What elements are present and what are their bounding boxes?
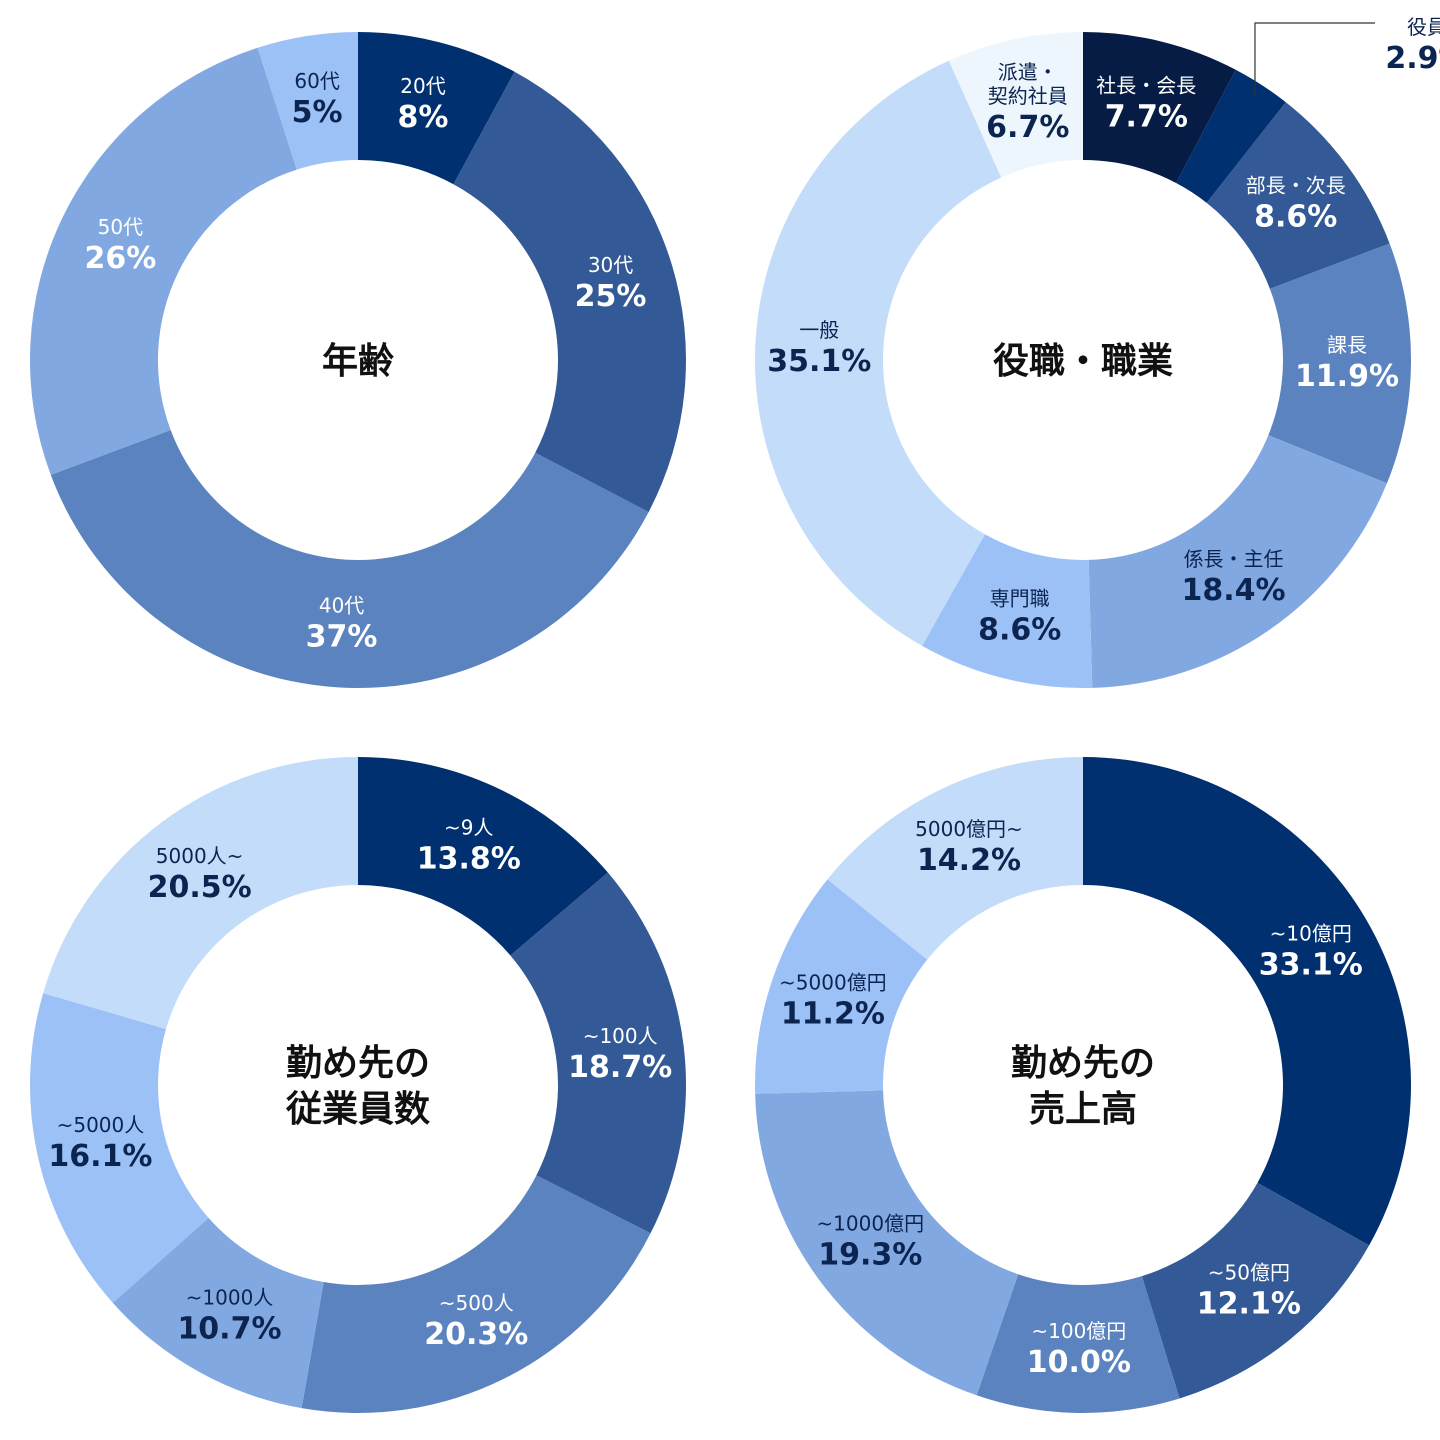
center-title-employees: 勤め先の [286, 1043, 430, 1084]
slice-percent-employees-2: 20.3% [424, 1317, 528, 1352]
slice-label-employees-5: 5000人~ [156, 844, 244, 868]
donut-slice-age-2 [50, 430, 649, 689]
slice-label-employees-1: ~100人 [583, 1024, 658, 1048]
donut-slice-employees-5 [43, 757, 358, 1029]
donut-slice-position-7 [948, 32, 1083, 178]
slice-label-position-6: 一般 [799, 318, 839, 342]
slice-label-position-7: 派遣・ [998, 60, 1058, 84]
donut-slice-age-3 [30, 47, 297, 475]
slice-percent-employees-5: 20.5% [148, 870, 252, 905]
slice-percent-employees-1: 18.7% [568, 1050, 672, 1085]
donut-slice-revenue-5 [827, 757, 1083, 960]
slice-percent-revenue-5: 14.2% [917, 843, 1021, 878]
slice-percent-age-0: 8% [398, 100, 449, 135]
slice-percent-position-2: 8.6% [1254, 200, 1337, 235]
center-title-age: 年齢 [322, 341, 394, 382]
donut-slice-employees-1 [510, 872, 686, 1234]
donut-slice-position-2 [1206, 102, 1390, 289]
slice-percent-age-2: 37% [306, 619, 378, 654]
slice-percent-position-5: 8.6% [978, 612, 1061, 647]
slice-label-position-2: 部長・次長 [1246, 174, 1346, 198]
slice-percent-position-1: 2.9% [1385, 41, 1440, 76]
slice-percent-position-4: 18.4% [1182, 573, 1286, 608]
slice-label-age-1: 30代 [588, 253, 633, 277]
slice-percent-age-1: 25% [575, 279, 647, 314]
slice-label-position-3: 課長 [1327, 333, 1367, 357]
slice-label-age-2: 40代 [319, 593, 364, 617]
slice-percent-position-0: 7.7% [1105, 100, 1188, 135]
slice-percent-revenue-4: 11.2% [781, 997, 885, 1032]
donut-slice-revenue-4 [755, 879, 928, 1094]
center-title-revenue: 勤め先の [1011, 1043, 1155, 1084]
slice-label-position-7-1: 契約社員 [988, 84, 1068, 108]
slice-label-revenue-1: ~50億円 [1208, 1260, 1290, 1284]
slice-percent-position-3: 11.9% [1295, 359, 1399, 394]
slice-percent-employees-3: 10.7% [177, 1312, 281, 1347]
donut-slice-revenue-2 [976, 1274, 1180, 1413]
donut-slice-employees-2 [301, 1175, 651, 1413]
donut-slice-position-4 [1088, 435, 1387, 688]
slice-percent-revenue-1: 12.1% [1197, 1286, 1301, 1321]
donut-slice-revenue-1 [1141, 1182, 1370, 1399]
slice-label-employees-0: ~9人 [444, 815, 493, 839]
slice-label-revenue-3: ~1000億円 [816, 1211, 924, 1235]
slice-percent-age-3: 26% [84, 241, 156, 276]
donut-chart-position: 社長・会長7.7%役員2.9%部長・次長8.6%課長11.9%係長・主任18.4… [754, 15, 1440, 688]
donut-slice-position-6 [754, 60, 1002, 646]
donut-slice-age-4 [257, 32, 358, 170]
leader-line-position-1 [1254, 22, 1375, 95]
slice-label-employees-3: ~1000人 [186, 1286, 274, 1310]
slice-label-revenue-0: ~10億円 [1270, 922, 1352, 946]
donut-slice-revenue-3 [755, 1090, 1019, 1396]
slice-label-age-3: 50代 [98, 215, 143, 239]
donut-slice-position-1 [1176, 69, 1286, 203]
slice-percent-position-6: 35.1% [767, 344, 871, 379]
donut-slice-employees-3 [112, 1217, 324, 1409]
donut-slice-revenue-0 [1083, 757, 1411, 1246]
center-title-revenue-1: 売上高 [1029, 1089, 1137, 1130]
donut-slice-position-0 [1083, 32, 1236, 183]
slice-percent-employees-0: 13.8% [417, 841, 521, 876]
donut-slice-employees-4 [29, 993, 209, 1303]
slice-label-position-4: 係長・主任 [1184, 547, 1284, 571]
slice-label-age-0: 20代 [400, 74, 445, 98]
donut-slice-position-5 [922, 534, 1093, 688]
center-title-employees-1: 従業員数 [285, 1089, 430, 1130]
donut-slice-age-1 [453, 71, 686, 513]
slice-label-revenue-2: ~100億円 [1031, 1319, 1126, 1343]
donut-slice-age-0 [358, 32, 515, 185]
slice-label-revenue-5: 5000億円~ [915, 817, 1023, 841]
slice-label-position-0: 社長・会長 [1096, 74, 1196, 98]
slice-label-position-5: 専門職 [990, 586, 1050, 610]
slice-percent-age-4: 5% [292, 95, 343, 130]
slice-percent-revenue-2: 10.0% [1027, 1345, 1131, 1380]
slice-percent-employees-4: 16.1% [48, 1139, 152, 1174]
slice-label-age-4: 60代 [294, 69, 339, 93]
donut-slice-position-3 [1268, 243, 1411, 484]
slice-percent-revenue-3: 19.3% [818, 1237, 922, 1272]
center-title-position: 役職・職業 [993, 341, 1173, 382]
slice-percent-position-7: 6.7% [986, 110, 1069, 145]
slice-label-revenue-4: ~5000億円 [779, 971, 887, 995]
slice-label-position-1: 役員 [1407, 15, 1440, 39]
donut-slice-employees-0 [358, 757, 608, 956]
slice-label-employees-4: ~5000人 [57, 1113, 145, 1137]
slice-label-employees-2: ~500人 [439, 1291, 514, 1315]
slice-percent-revenue-0: 33.1% [1259, 948, 1363, 983]
